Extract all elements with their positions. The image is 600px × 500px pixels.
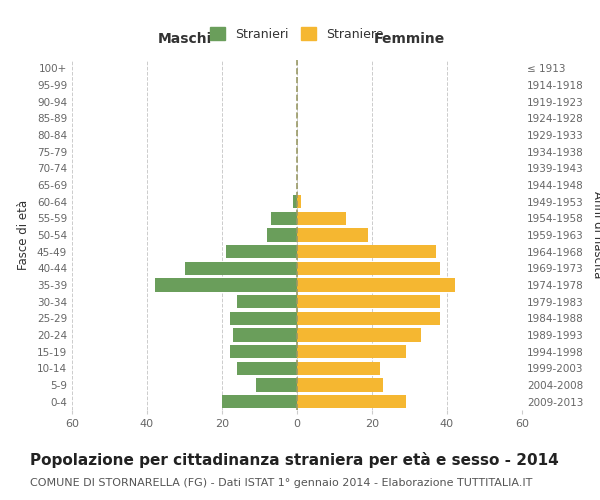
Y-axis label: Fasce di età: Fasce di età <box>17 200 30 270</box>
Bar <box>297 245 436 258</box>
Bar <box>271 212 297 225</box>
Text: Femmine: Femmine <box>374 32 445 46</box>
Bar <box>297 312 439 325</box>
Bar <box>297 378 383 392</box>
Bar <box>297 345 406 358</box>
Bar <box>256 378 297 392</box>
Bar <box>297 328 421 342</box>
Bar <box>229 312 297 325</box>
Bar <box>297 212 346 225</box>
Bar <box>297 295 439 308</box>
Bar <box>226 245 297 258</box>
Bar <box>237 362 297 375</box>
Bar <box>185 262 297 275</box>
Bar <box>297 262 439 275</box>
Bar <box>297 362 380 375</box>
Text: COMUNE DI STORNARELLA (FG) - Dati ISTAT 1° gennaio 2014 - Elaborazione TUTTITALI: COMUNE DI STORNARELLA (FG) - Dati ISTAT … <box>30 478 532 488</box>
Bar <box>155 278 297 291</box>
Text: Popolazione per cittadinanza straniera per età e sesso - 2014: Popolazione per cittadinanza straniera p… <box>30 452 559 468</box>
Bar <box>297 195 301 208</box>
Bar <box>293 195 297 208</box>
Bar <box>297 228 368 241</box>
Legend: Stranieri, Straniere: Stranieri, Straniere <box>204 20 390 47</box>
Y-axis label: Anni di nascita: Anni di nascita <box>592 192 600 278</box>
Bar <box>237 295 297 308</box>
Bar <box>267 228 297 241</box>
Bar <box>297 278 455 291</box>
Text: Maschi: Maschi <box>157 32 212 46</box>
Bar <box>229 345 297 358</box>
Bar <box>233 328 297 342</box>
Bar <box>222 395 297 408</box>
Bar <box>297 395 406 408</box>
